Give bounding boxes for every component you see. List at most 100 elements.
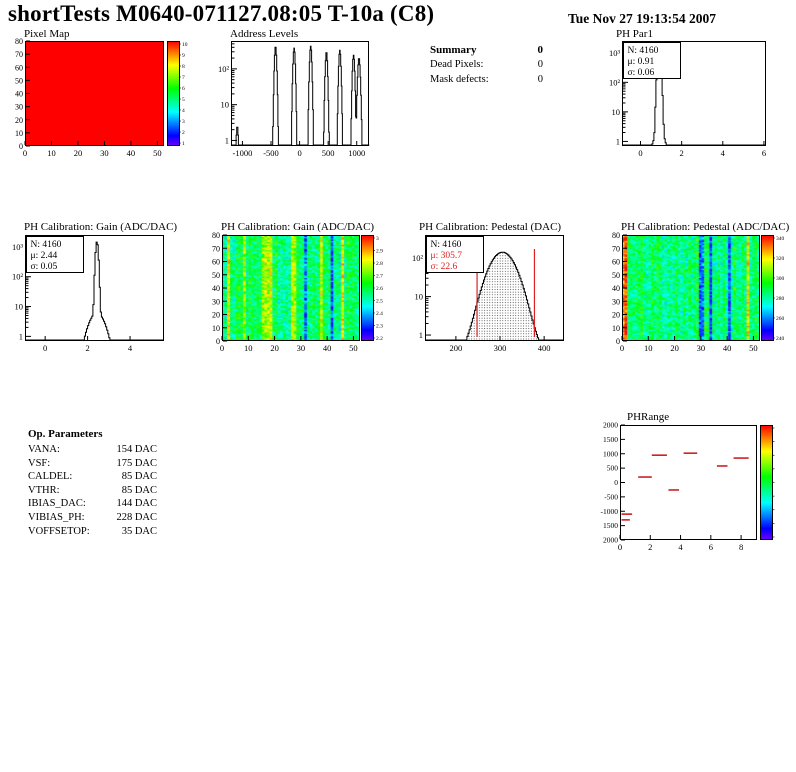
svg-text:10: 10 [644, 343, 653, 353]
svg-text:400: 400 [538, 343, 551, 353]
svg-text:N: 4160: N: 4160 [431, 240, 462, 250]
svg-text:10²: 10² [609, 77, 621, 87]
svg-text:2.8: 2.8 [376, 261, 383, 267]
op-parameters-title: Op. Parameters [28, 428, 103, 440]
heatmap-canvas [361, 235, 374, 341]
svg-text:2: 2 [182, 130, 185, 136]
svg-text:0: 0 [618, 542, 622, 552]
gain-hist-title: PH Calibration: Gain (ADC/DAC) [24, 221, 178, 233]
svg-text:300: 300 [494, 343, 507, 353]
row-value: 0 [537, 58, 543, 70]
svg-text:70: 70 [15, 50, 23, 59]
text-row: VIBIAS_PH: 228 DAC [28, 511, 157, 525]
svg-text:3: 3 [182, 119, 185, 125]
svg-text:3: 3 [376, 236, 379, 242]
svg-text:1: 1 [182, 141, 185, 147]
svg-text:7: 7 [182, 75, 185, 81]
heatmap-canvas [761, 235, 774, 341]
svg-text:20: 20 [612, 311, 620, 320]
svg-text:50: 50 [612, 271, 620, 280]
svg-text:4: 4 [678, 542, 683, 552]
svg-text:1000: 1000 [603, 449, 618, 458]
svg-text:320: 320 [776, 256, 785, 262]
svg-text:μ: 305.7: μ: 305.7 [431, 251, 463, 261]
svg-text:10: 10 [15, 129, 23, 138]
svg-text:1500: 1500 [603, 435, 618, 444]
svg-text:10³: 10³ [12, 242, 24, 252]
svg-text:10²: 10² [218, 64, 230, 74]
svg-text:50: 50 [15, 76, 23, 85]
svg-text:500: 500 [322, 148, 335, 158]
svg-text:10: 10 [182, 42, 188, 48]
svg-text:280: 280 [776, 296, 785, 302]
svg-text:40: 40 [212, 284, 220, 293]
text-row: CALDEL: 85 DAC [28, 470, 157, 484]
svg-text:40: 40 [323, 343, 332, 353]
svg-text:10: 10 [612, 324, 620, 333]
svg-text:6: 6 [182, 86, 185, 92]
row-value: 85 DAC [121, 471, 157, 483]
pixel-map-title: Pixel Map [24, 28, 70, 40]
text-row: Mask defects: 0 [430, 73, 543, 88]
svg-text:70: 70 [612, 244, 620, 253]
svg-text:2.9: 2.9 [376, 249, 383, 255]
address-levels-title: Address Levels [230, 28, 299, 40]
svg-text:0: 0 [616, 337, 620, 346]
svg-text:340: 340 [776, 236, 785, 242]
text-row: Dead Pixels: 0 [430, 58, 543, 73]
svg-text:0: 0 [297, 148, 301, 158]
svg-text:50: 50 [749, 343, 758, 353]
row-value: 154 DAC [116, 444, 157, 455]
text-row: VTHR: 85 DAC [28, 484, 157, 498]
row-label: IBIAS_DAC: [28, 498, 86, 510]
svg-text:2: 2 [648, 542, 652, 552]
svg-text:0: 0 [620, 343, 624, 353]
svg-text:500: 500 [607, 464, 619, 473]
op-parameters-rows: VANA: 154 DAC VSF: 175 DAC CALDEL: 85 DAC VTHR… [28, 443, 157, 538]
svg-text:40: 40 [723, 343, 732, 353]
text-row: VANA: 154 DAC [28, 443, 157, 457]
summary-header: Summary 0 [430, 43, 543, 58]
svg-text:2.4: 2.4 [376, 311, 383, 317]
svg-text:80: 80 [212, 231, 220, 240]
svg-text:10: 10 [221, 100, 230, 110]
row-value: 85 DAC [121, 484, 157, 496]
text-row: IBIAS_DAC: 144 DAC [28, 497, 157, 511]
svg-text:1: 1 [19, 331, 23, 341]
svg-text:30: 30 [15, 103, 23, 112]
svg-text:N: 4160: N: 4160 [31, 240, 62, 250]
heatmap-canvas [760, 425, 773, 540]
row-label: Mask defects: [430, 73, 489, 85]
svg-text:20: 20 [270, 343, 279, 353]
svg-text:30: 30 [612, 297, 620, 306]
svg-text:0: 0 [614, 478, 618, 487]
svg-text:30: 30 [697, 343, 706, 353]
svg-text:1: 1 [616, 136, 620, 146]
svg-text:50: 50 [212, 271, 220, 280]
svg-text:4: 4 [128, 343, 133, 353]
row-value: 0 [537, 73, 543, 85]
svg-text:0: 0 [220, 343, 224, 353]
gain-map-title: PH Calibration: Gain (ADC/DAC) [221, 221, 375, 233]
svg-text:20: 20 [212, 311, 220, 320]
svg-text:6: 6 [709, 542, 713, 552]
svg-text:30: 30 [212, 297, 220, 306]
svg-text:4: 4 [721, 148, 726, 158]
pedestal-hist-title: PH Calibration: Pedestal (DAC) [419, 221, 562, 233]
svg-text:10²: 10² [12, 272, 24, 282]
svg-text:1: 1 [225, 135, 229, 145]
svg-text:0: 0 [43, 343, 47, 353]
svg-text:1: 1 [419, 330, 423, 340]
svg-text:-500: -500 [263, 148, 279, 158]
summary-title: Summary [430, 44, 477, 56]
text-row: VOFFSETOP: 35 DAC [28, 525, 157, 539]
svg-text:50: 50 [349, 343, 358, 353]
ph-par1-title: PH Par1 [616, 28, 653, 40]
svg-text:N: 4160: N: 4160 [628, 46, 659, 56]
svg-text:80: 80 [612, 231, 620, 240]
svg-text:240: 240 [776, 336, 785, 342]
svg-text:60: 60 [212, 258, 220, 267]
svg-text:80: 80 [15, 37, 23, 46]
svg-text:2.5: 2.5 [376, 299, 383, 305]
heatmap-canvas [25, 41, 164, 146]
